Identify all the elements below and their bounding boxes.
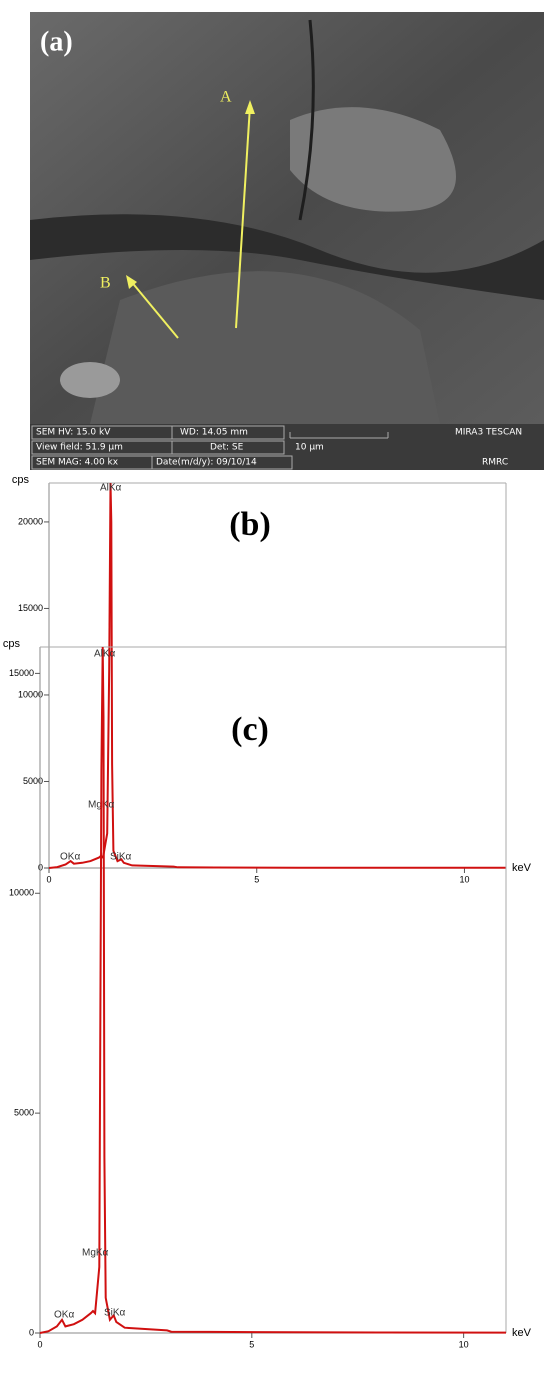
spectrum <box>39 646 507 1334</box>
info-text: RMRC <box>482 458 508 468</box>
info-text: SEM MAG: 4.00 kx <box>36 458 119 468</box>
info-text: Date(m/d/y): 09/10/14 <box>156 458 257 468</box>
spectrum <box>48 482 507 869</box>
y-axis-label: cps <box>12 474 30 486</box>
x-tick-label: 5 <box>254 874 259 884</box>
peak-label: AlKα <box>94 649 116 660</box>
sem-crack <box>298 19 315 221</box>
panel-label: (a) <box>40 26 73 57</box>
y-axis-label: cps <box>3 638 21 650</box>
sem-particle <box>60 362 120 398</box>
arrow-label: A <box>220 89 232 106</box>
panel-title: (c) <box>231 711 269 748</box>
y-tick-label: 15000 <box>18 603 43 613</box>
info-cell <box>171 425 285 440</box>
arrow <box>129 279 179 339</box>
x-axis-label: keV <box>512 1327 532 1339</box>
peak-label: AlKα <box>100 483 122 494</box>
x-tick-label: 10 <box>459 874 469 884</box>
y-tick-label: 5000 <box>14 1108 34 1118</box>
peak-label: MgKα <box>82 1248 109 1259</box>
x-tick-label: 10 <box>459 1339 469 1349</box>
sem-grain <box>90 271 440 424</box>
info-cell <box>151 455 293 470</box>
peak-label: OKα <box>54 1310 74 1321</box>
sem-crack <box>30 214 544 300</box>
peak-label: OKα <box>60 852 80 863</box>
x-tick-label: 0 <box>46 874 51 884</box>
arrowhead <box>245 100 255 114</box>
info-text: SEM HV: 15.0 kV <box>36 428 111 438</box>
info-text: 10 µm <box>295 443 324 453</box>
y-tick-label: 20000 <box>18 516 43 526</box>
arrowhead <box>126 275 137 289</box>
arrow-label: B <box>100 275 111 292</box>
info-text: Det: SE <box>210 443 244 453</box>
y-tick-label: 0 <box>29 1327 34 1337</box>
x-tick-label: 5 <box>249 1339 254 1349</box>
y-tick-label: 10000 <box>9 888 34 898</box>
info-text: MIRA3 TESCAN <box>455 428 522 438</box>
x-tick-label: 0 <box>37 1339 42 1349</box>
info-bar <box>30 424 544 470</box>
x-axis-label: keV <box>512 862 532 874</box>
scale-bar <box>289 432 389 439</box>
arrow <box>235 105 251 329</box>
peak-label: SiKα <box>110 852 132 863</box>
info-text: View field: 51.9 µm <box>36 443 123 453</box>
y-tick-label: 15000 <box>9 668 34 678</box>
info-cell <box>171 440 285 455</box>
peak-label: SiKα <box>104 1308 126 1319</box>
y-tick-label: 10000 <box>18 689 43 699</box>
y-tick-label: 5000 <box>23 776 43 786</box>
panel-title: (b) <box>229 506 271 543</box>
sem-grain <box>290 107 456 212</box>
info-text: WD: 14.05 mm <box>180 428 248 438</box>
sem-image: (a) A B SEM HV: 15.0 kV WD: 14.05 mm Vie… <box>30 12 544 470</box>
